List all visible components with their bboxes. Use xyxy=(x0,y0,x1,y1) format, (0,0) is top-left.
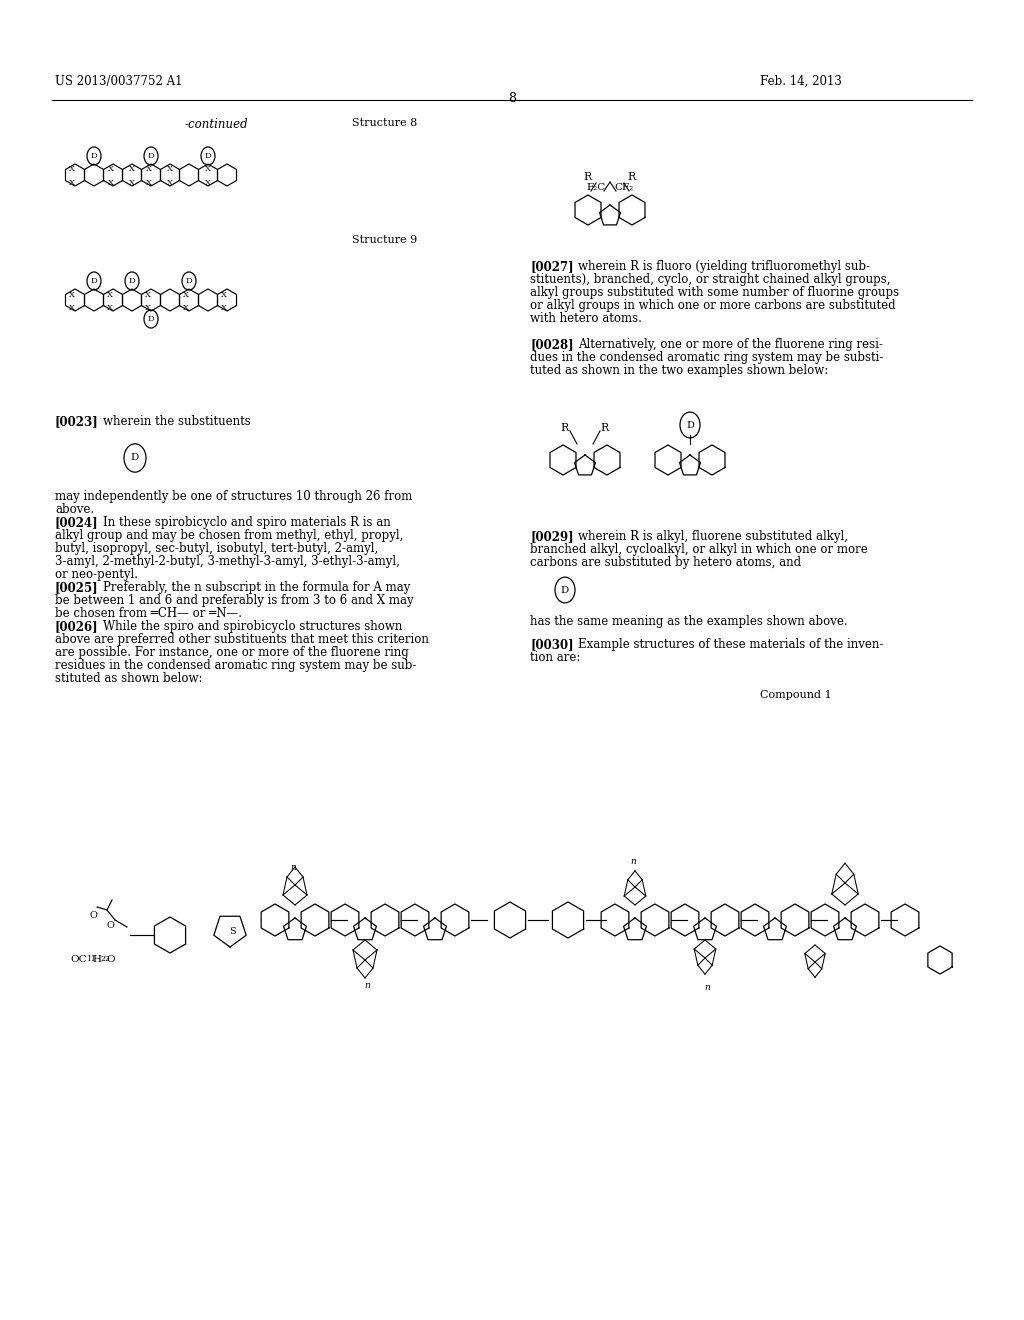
Text: D: D xyxy=(131,454,139,462)
Text: stituted as shown below:: stituted as shown below: xyxy=(55,672,203,685)
Text: wherein the substituents: wherein the substituents xyxy=(103,414,251,428)
Text: above.: above. xyxy=(55,503,94,516)
Text: wherein R is fluoro (yielding trifluoromethyl sub-: wherein R is fluoro (yielding trifluorom… xyxy=(578,260,870,273)
Text: -continued: -continued xyxy=(185,117,249,131)
Text: Preferably, the n subscript in the formula for A may: Preferably, the n subscript in the formu… xyxy=(103,581,411,594)
Text: X: X xyxy=(106,290,113,300)
Text: R: R xyxy=(601,422,609,433)
Text: [0025]: [0025] xyxy=(55,581,98,594)
Text: 3-amyl, 2-methyl-2-butyl, 3-methyl-3-amyl, 3-ethyl-3-amyl,: 3-amyl, 2-methyl-2-butyl, 3-methyl-3-amy… xyxy=(55,554,400,568)
Text: O: O xyxy=(106,954,115,964)
Text: D: D xyxy=(147,315,155,323)
Text: US 2013/0037752 A1: US 2013/0037752 A1 xyxy=(55,75,182,88)
Text: R: R xyxy=(561,422,569,433)
Text: be between 1 and 6 and preferably is from 3 to 6 and X may: be between 1 and 6 and preferably is fro… xyxy=(55,594,414,607)
Text: alkyl groups substituted with some number of fluorine groups: alkyl groups substituted with some numbe… xyxy=(530,286,899,300)
Text: D: D xyxy=(147,152,155,160)
Text: or neo-pentyl.: or neo-pentyl. xyxy=(55,568,138,581)
Text: X: X xyxy=(146,165,152,173)
Text: 11: 11 xyxy=(86,954,96,964)
Text: has the same meaning as the examples shown above.: has the same meaning as the examples sho… xyxy=(530,615,848,628)
Text: X: X xyxy=(146,180,152,187)
Text: X: X xyxy=(167,165,173,173)
Text: [0024]: [0024] xyxy=(55,516,98,529)
Text: D: D xyxy=(561,586,569,594)
Text: above are preferred other substituents that meet this criterion: above are preferred other substituents t… xyxy=(55,634,429,645)
Text: X: X xyxy=(108,180,114,187)
Text: In these spirobicyclo and spiro materials R is an: In these spirobicyclo and spiro material… xyxy=(103,516,391,529)
Text: or alkyl groups in which one or more carbons are substituted: or alkyl groups in which one or more car… xyxy=(530,300,896,312)
Text: residues in the condensed aromatic ring system may be sub-: residues in the condensed aromatic ring … xyxy=(55,659,417,672)
Text: Structure 9: Structure 9 xyxy=(352,235,417,246)
Text: wherein R is alkyl, fluorene substituted alkyl,: wherein R is alkyl, fluorene substituted… xyxy=(578,531,848,543)
Text: X: X xyxy=(129,165,135,173)
Text: OC: OC xyxy=(70,954,87,964)
Text: X: X xyxy=(69,165,75,173)
Text: carbons are substituted by hetero atoms, and: carbons are substituted by hetero atoms,… xyxy=(530,556,801,569)
Text: Example structures of these materials of the inven-: Example structures of these materials of… xyxy=(578,638,884,651)
Text: alkyl group and may be chosen from methyl, ethyl, propyl,: alkyl group and may be chosen from methy… xyxy=(55,529,403,543)
Text: Feb. 14, 2013: Feb. 14, 2013 xyxy=(760,75,842,88)
Text: are possible. For instance, one or more of the fluorene ring: are possible. For instance, one or more … xyxy=(55,645,409,659)
Text: X: X xyxy=(145,304,151,312)
Text: D: D xyxy=(129,277,135,285)
Text: Compound 1: Compound 1 xyxy=(760,690,831,700)
Text: X: X xyxy=(106,304,113,312)
Text: n: n xyxy=(630,858,636,866)
Text: X: X xyxy=(183,304,189,312)
Text: D: D xyxy=(686,421,694,429)
Text: 22: 22 xyxy=(100,954,110,964)
Text: X: X xyxy=(108,165,114,173)
Text: X: X xyxy=(221,290,227,300)
Text: n: n xyxy=(365,981,370,990)
Text: branched alkyl, cycloalkyl, or alkyl in which one or more: branched alkyl, cycloalkyl, or alkyl in … xyxy=(530,543,867,556)
Text: [0030]: [0030] xyxy=(530,638,573,651)
Text: D: D xyxy=(205,152,211,160)
Text: [0029]: [0029] xyxy=(530,531,573,543)
Text: X: X xyxy=(69,290,75,300)
Text: X: X xyxy=(69,180,75,187)
Text: [0028]: [0028] xyxy=(530,338,573,351)
Text: D: D xyxy=(91,152,97,160)
Text: [0023]: [0023] xyxy=(55,414,98,428)
Text: dues in the condensed aromatic ring system may be substi-: dues in the condensed aromatic ring syst… xyxy=(530,351,884,364)
Text: may independently be one of structures 10 through 26 from: may independently be one of structures 1… xyxy=(55,490,413,503)
Text: X: X xyxy=(69,304,75,312)
Text: X: X xyxy=(183,290,189,300)
Text: n: n xyxy=(290,863,296,873)
Text: tion are:: tion are: xyxy=(530,651,581,664)
Text: R: R xyxy=(584,172,592,182)
Text: R: R xyxy=(628,172,636,182)
Text: F₂C: F₂C xyxy=(587,183,605,193)
Text: D: D xyxy=(185,277,193,285)
Text: H: H xyxy=(92,954,101,964)
Text: X: X xyxy=(129,180,135,187)
Text: Structure 8: Structure 8 xyxy=(352,117,417,128)
Text: CF₂: CF₂ xyxy=(614,183,634,193)
Text: 8: 8 xyxy=(508,92,516,106)
Text: [0027]: [0027] xyxy=(530,260,573,273)
Text: tuted as shown in the two examples shown below:: tuted as shown in the two examples shown… xyxy=(530,364,828,378)
Text: Alternatively, one or more of the fluorene ring resi-: Alternatively, one or more of the fluore… xyxy=(578,338,883,351)
Text: X: X xyxy=(167,180,173,187)
Text: While the spiro and spirobicyclo structures shown: While the spiro and spirobicyclo structu… xyxy=(103,620,402,634)
Text: O: O xyxy=(89,911,97,920)
Text: X: X xyxy=(145,290,151,300)
Text: butyl, isopropyl, sec-butyl, isobutyl, tert-butyl, 2-amyl,: butyl, isopropyl, sec-butyl, isobutyl, t… xyxy=(55,543,378,554)
Text: S: S xyxy=(228,927,236,936)
Text: D: D xyxy=(91,277,97,285)
Text: [0026]: [0026] xyxy=(55,620,98,634)
Text: be chosen from ═CH— or ═N—.: be chosen from ═CH— or ═N—. xyxy=(55,607,242,620)
Text: stituents), branched, cyclo, or straight chained alkyl groups,: stituents), branched, cyclo, or straight… xyxy=(530,273,891,286)
Text: with hetero atoms.: with hetero atoms. xyxy=(530,312,642,325)
Text: X: X xyxy=(205,180,211,187)
Text: n: n xyxy=(705,983,710,993)
Text: X: X xyxy=(221,304,227,312)
Text: X: X xyxy=(205,165,211,173)
Text: O: O xyxy=(106,920,114,929)
